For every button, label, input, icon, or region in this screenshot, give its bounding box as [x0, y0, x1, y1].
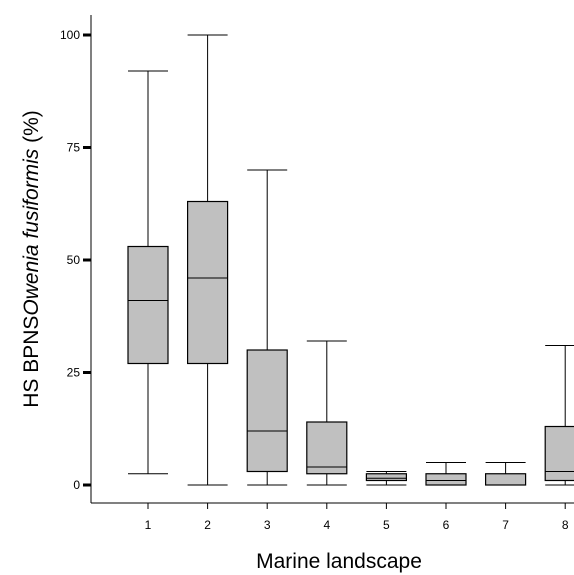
y-tick-label: 50 — [67, 253, 81, 267]
box-2 — [187, 34, 229, 486]
iqr-box — [425, 473, 467, 486]
y-tick-label: 75 — [67, 141, 81, 155]
y-axis-title-prefix: HS BPNS — [20, 316, 43, 408]
x-tick-label: 5 — [383, 518, 390, 532]
x-tick-label: 7 — [502, 518, 509, 532]
box-5 — [365, 471, 407, 486]
y-axis-title-species: Owenia fusiformis — [20, 148, 43, 315]
x-tick-label: 2 — [204, 518, 211, 532]
iqr-box — [485, 473, 527, 486]
x-tick-label: 8 — [562, 518, 569, 532]
box-4 — [306, 340, 348, 486]
y-tick-label: 100 — [60, 28, 80, 42]
box-3 — [246, 169, 288, 486]
iqr-box — [127, 245, 169, 365]
y-axis-ticks: 0 25 50 75 100 — [60, 28, 91, 492]
x-tick-label: 6 — [443, 518, 450, 532]
x-tick-label: 1 — [145, 518, 152, 532]
x-tick-label: 3 — [264, 518, 271, 532]
box-7 — [485, 462, 527, 486]
x-axis-ticks: 1 2 3 4 5 6 7 8 — [145, 503, 569, 532]
y-axis-title: HS BPNSOwenia fusiformis (%) — [20, 110, 43, 408]
box-6 — [425, 462, 467, 486]
boxes-group — [127, 34, 574, 486]
iqr-box — [306, 421, 348, 475]
y-tick-label: 25 — [67, 366, 81, 380]
iqr-box — [246, 349, 288, 473]
iqr-box — [365, 473, 407, 482]
x-tick-label: 4 — [323, 518, 330, 532]
box-8 — [544, 345, 574, 486]
box-1 — [127, 70, 169, 475]
iqr-box — [187, 200, 229, 365]
iqr-box — [544, 425, 574, 482]
y-tick-label: 0 — [73, 478, 80, 492]
x-axis-title: Marine landscape — [256, 550, 422, 573]
y-axis-title-suffix: (%) — [20, 110, 43, 149]
